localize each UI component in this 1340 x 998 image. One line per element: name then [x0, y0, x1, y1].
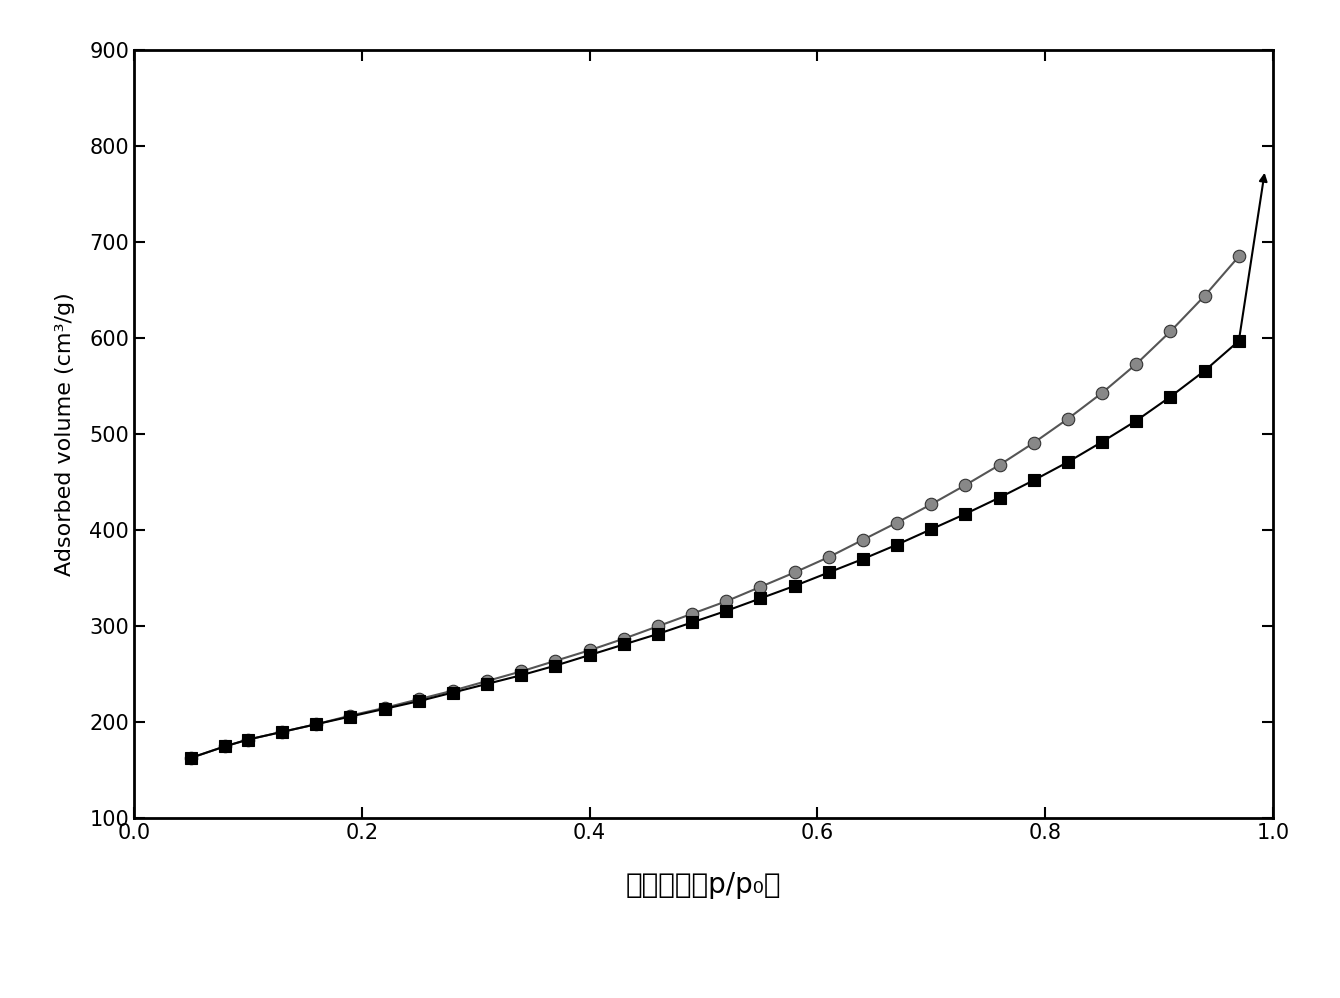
X-axis label: 相对压力（p/p₀）: 相对压力（p/p₀） — [626, 871, 781, 899]
Y-axis label: Adsorbed volume (cm³/g): Adsorbed volume (cm³/g) — [55, 292, 75, 576]
